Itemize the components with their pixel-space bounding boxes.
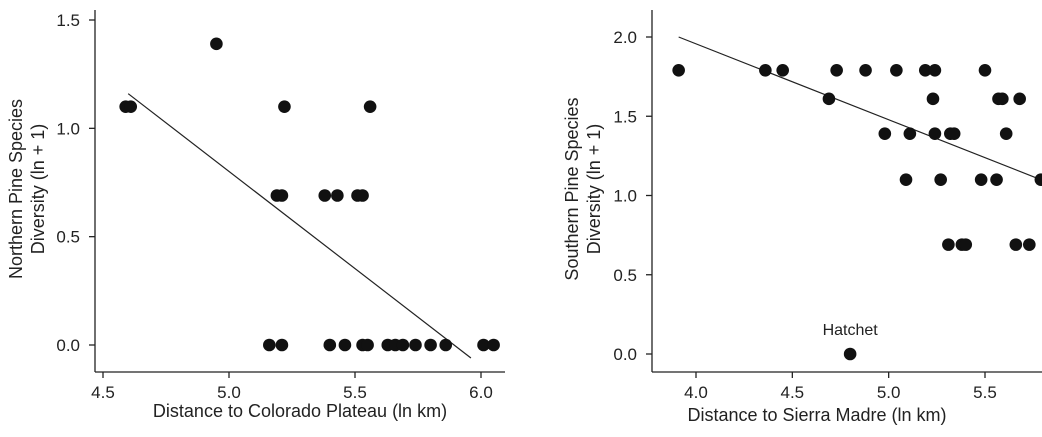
data-point [439,338,453,352]
data-point [356,189,369,202]
y-tick-label: 0.0 [56,336,80,355]
data-point [1009,238,1023,251]
y-tick-label: 1.5 [56,11,80,30]
data-point [318,189,332,202]
y-tick-label: 0.0 [613,345,637,364]
data-point [843,347,857,361]
data-point [1013,92,1026,106]
data-point [928,63,942,77]
data-point [996,92,1009,106]
data-point [1034,173,1042,186]
y-tick-label: 1.5 [613,107,637,126]
data-point [409,338,422,352]
data-point [959,238,973,251]
y-tick-label: 0.5 [56,228,80,247]
x-tick-label: 4.5 [91,383,115,402]
trend-line [127,93,472,359]
data-point [124,100,138,113]
x-tick-label: 5.0 [217,383,241,402]
data-point [947,127,961,140]
x-tick-label: 5.0 [877,383,901,402]
x-tick-label: 5.5 [343,383,367,402]
data-point [926,92,940,106]
panel-2: 4.0 4.5 5.0 5.5 0.0 0.5 1.0 1.5 2.0 Distance to S… [562,10,1042,425]
data-point [477,338,490,352]
data-point [934,173,947,186]
data-point [830,63,843,77]
data-point [396,338,410,352]
data-point [822,92,836,106]
data-point [999,127,1013,140]
panel-1: 4.5 5.0 5.5 6.0 0.0 0.5 1.0 1.5 Distance to Colo… [6,10,505,421]
data-point [776,63,789,77]
data-point [859,63,872,77]
data-point [890,63,903,77]
data-point [323,338,337,352]
y-tick-label: 0.5 [613,266,637,285]
y-tick-label: 1.0 [613,187,637,206]
x-tick-label: 4.5 [781,383,805,402]
data-point [275,338,289,352]
data-point [275,189,289,202]
data-point [338,338,352,352]
data-point [210,37,223,51]
y-axis-title-line: Southern Pine Species [562,97,582,280]
data-point [278,100,291,113]
trend-line [678,36,1042,181]
data-point [903,127,917,140]
x-tick-label: 5.5 [973,383,997,402]
data-point [759,63,772,77]
data-point [263,338,276,352]
data-point [978,63,992,77]
data-point [331,189,344,202]
data-point [928,127,942,140]
data-point [672,63,685,77]
y-axis-title-line: Diversity (ln + 1) [28,124,48,255]
x-axis-title: Distance to Sierra Madre (ln km) [687,405,946,425]
x-axis-title: Distance to Colorado Plateau (ln km) [153,401,447,421]
x-tick-label: 6.0 [469,383,493,402]
data-point [487,338,500,352]
data-point [361,338,374,352]
data-point [918,63,932,77]
data-point [878,127,892,140]
data-point [899,173,913,186]
data-point [1023,238,1036,251]
point-annotation: Hatchet [823,322,879,339]
y-axis-title-line: Diversity (ln + 1) [584,124,604,255]
data-point [424,338,437,352]
data-point [974,173,988,186]
x-tick-label: 4.0 [684,383,708,402]
data-point [942,238,955,251]
y-tick-label: 1.0 [56,119,80,138]
data-point [990,173,1003,186]
y-axis-title-line: Northern Pine Species [6,99,26,279]
data-point [363,100,377,113]
y-tick-label: 2.0 [613,28,637,47]
